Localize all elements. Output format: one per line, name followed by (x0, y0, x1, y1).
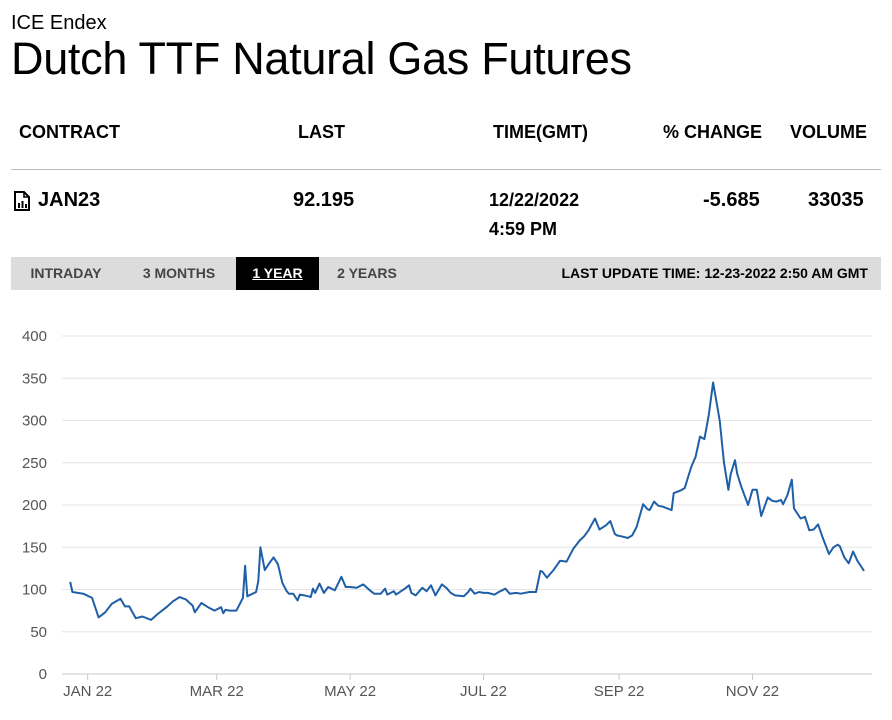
contract-link[interactable]: JAN23 (38, 189, 101, 211)
trade-time-value: 4:59 PM (489, 219, 558, 239)
col-header-volume: VOLUME (790, 122, 868, 142)
y-tick-label: 200 (22, 497, 47, 514)
y-tick-label: 300 (22, 413, 47, 430)
tab-2-years[interactable]: 2 YEARS (337, 265, 397, 281)
price-chart: 0 50 100 150 200 250 300 350 400 JAN 22 MAR 22 MAY… (22, 328, 872, 700)
trade-date-value: 12/22/2022 (489, 190, 580, 210)
y-tick-label: 400 (22, 328, 47, 345)
range-tab-bar: INTRADAY 3 MONTHS 1 YEAR 2 YEARS LAST UP… (11, 257, 881, 290)
y-tick-label: 150 (22, 539, 47, 556)
col-header-time: TIME(GMT) (493, 122, 588, 142)
col-header-change: % CHANGE (663, 122, 763, 142)
tab-intraday[interactable]: INTRADAY (30, 265, 102, 281)
volume-value: 33035 (808, 189, 864, 211)
last-update-time: LAST UPDATE TIME: 12-23-2022 2:50 AM GMT (561, 265, 868, 281)
x-tick-label: JAN 22 (63, 683, 112, 700)
exchange-label: ICE Endex (11, 12, 107, 34)
col-header-last: LAST (298, 122, 345, 142)
x-tick-label: SEP 22 (594, 683, 645, 700)
x-tick-label: MAR 22 (190, 683, 244, 700)
last-price: 92.195 (293, 189, 355, 211)
y-tick-label: 100 (22, 582, 47, 599)
y-tick-label: 50 (30, 624, 47, 641)
y-tick-label: 0 (39, 666, 47, 683)
x-tick-label: NOV 22 (726, 683, 779, 700)
x-tick-label: MAY 22 (324, 683, 376, 700)
tab-3-months[interactable]: 3 MONTHS (142, 265, 216, 281)
x-tick-label: JUL 22 (460, 683, 507, 700)
page-title: Dutch TTF Natural Gas Futures (11, 33, 632, 84)
percent-change: -5.685 (703, 189, 760, 211)
tab-1-year[interactable]: 1 YEAR (236, 257, 319, 290)
y-tick-label: 350 (22, 370, 47, 387)
document-chart-icon[interactable] (13, 191, 31, 211)
trade-time: 12/22/2022 4:59 PM (489, 186, 579, 244)
table-divider (11, 169, 881, 170)
y-tick-label: 250 (22, 455, 47, 472)
col-header-contract: CONTRACT (19, 122, 120, 142)
price-series-line (69, 381, 865, 621)
